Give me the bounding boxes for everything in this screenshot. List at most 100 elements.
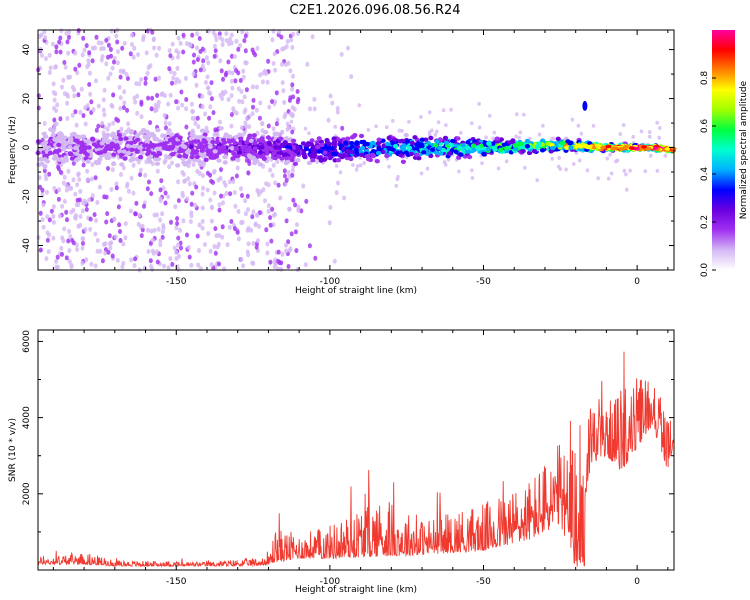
noise-blob xyxy=(217,207,222,213)
noise-blob xyxy=(427,110,432,115)
noise-blob xyxy=(480,161,484,166)
noise-blob xyxy=(194,184,199,190)
noise-blob xyxy=(265,79,270,85)
noise-blob xyxy=(283,173,287,179)
ridge-blob xyxy=(59,134,65,140)
noise-blob xyxy=(276,182,281,188)
ridge-blob xyxy=(455,136,461,141)
ridge-blob xyxy=(111,152,117,157)
ridge-blob xyxy=(374,159,380,164)
y-tick-label: 4000 xyxy=(22,406,32,429)
noise-blob xyxy=(251,50,256,56)
ridge-blob xyxy=(421,150,427,155)
noise-blob xyxy=(85,177,90,183)
noise-blob xyxy=(299,208,304,214)
noise-blob xyxy=(264,71,269,77)
noise-blob xyxy=(227,224,232,230)
noise-blob xyxy=(105,211,110,217)
noise-blob xyxy=(206,60,211,66)
noise-blob xyxy=(148,258,153,264)
ridge-blob xyxy=(492,147,498,152)
noise-blob xyxy=(73,66,78,72)
ridge-blob xyxy=(223,132,229,137)
noise-blob xyxy=(235,165,240,171)
noise-blob xyxy=(197,170,202,176)
noise-blob xyxy=(94,127,99,133)
noise-blob xyxy=(130,32,134,38)
noise-blob xyxy=(268,222,273,228)
noise-blob xyxy=(238,43,243,49)
noise-blob xyxy=(176,35,181,41)
noise-blob xyxy=(218,58,223,64)
ridge-blob xyxy=(244,140,250,145)
noise-blob xyxy=(93,231,98,237)
noise-blob xyxy=(191,71,196,77)
ridge-core xyxy=(618,147,625,151)
noise-blob xyxy=(290,45,295,50)
noise-blob xyxy=(270,172,275,178)
noise-blob xyxy=(146,95,151,101)
noise-blob xyxy=(470,176,475,180)
noise-blob xyxy=(273,67,278,73)
noise-blob xyxy=(179,89,184,95)
noise-blob xyxy=(205,187,210,193)
noise-blob xyxy=(271,28,276,34)
noise-blob xyxy=(48,65,53,71)
noise-blob xyxy=(75,247,80,252)
ridge-blob xyxy=(392,137,398,142)
ridge-blob xyxy=(300,141,306,146)
noise-blob xyxy=(576,123,581,128)
ridge-blob xyxy=(109,141,115,146)
ridge-blob xyxy=(147,155,153,160)
ridge-blob xyxy=(116,133,122,138)
noise-blob xyxy=(621,123,626,127)
noise-blob xyxy=(72,93,77,99)
noise-blob xyxy=(81,35,86,41)
ridge-blob xyxy=(169,145,175,150)
noise-blob xyxy=(217,202,222,208)
noise-blob xyxy=(246,241,251,247)
ridge-blob xyxy=(222,160,228,165)
ridge-blob xyxy=(120,132,127,138)
noise-blob xyxy=(87,197,92,203)
noise-blob xyxy=(470,168,474,173)
noise-blob xyxy=(236,46,241,52)
noise-blob xyxy=(203,242,207,247)
ridge-blob xyxy=(118,136,124,142)
noise-blob xyxy=(80,236,85,242)
ridge-blob xyxy=(182,153,188,159)
noise-blob xyxy=(61,180,66,186)
noise-blob xyxy=(196,262,201,268)
ridge-blob xyxy=(50,128,56,133)
ridge-blob xyxy=(129,147,135,152)
noise-blob xyxy=(239,89,244,95)
noise-blob xyxy=(109,53,113,59)
noise-blob xyxy=(44,56,48,62)
noise-blob xyxy=(78,222,83,228)
ridge-blob xyxy=(186,148,192,154)
noise-blob xyxy=(99,46,104,52)
noise-blob xyxy=(54,121,59,127)
colorbar-tick-label: 0.8 xyxy=(700,71,710,86)
noise-blob xyxy=(144,50,149,56)
snr-panel: -150 -100 -50 0 2000 4000 6000 Height of strai… xyxy=(8,329,675,595)
ridge-blob xyxy=(57,157,63,162)
noise-blob xyxy=(64,183,69,189)
noise-blob xyxy=(124,129,129,135)
noise-blob xyxy=(268,167,273,173)
noise-blob xyxy=(334,163,339,168)
noise-blob xyxy=(115,258,120,263)
noise-blob xyxy=(178,40,183,46)
noise-blob xyxy=(310,34,315,40)
ridge-blob xyxy=(197,162,204,167)
noise-blob xyxy=(204,125,209,131)
noise-blob xyxy=(305,61,310,67)
noise-blob xyxy=(36,105,41,111)
noise-blob xyxy=(217,31,222,37)
noise-blob xyxy=(78,109,83,115)
noise-blob xyxy=(195,31,199,37)
noise-blob xyxy=(286,170,291,175)
ridge-blob xyxy=(125,143,131,149)
noise-blob xyxy=(358,163,363,168)
noise-blob xyxy=(131,162,136,168)
